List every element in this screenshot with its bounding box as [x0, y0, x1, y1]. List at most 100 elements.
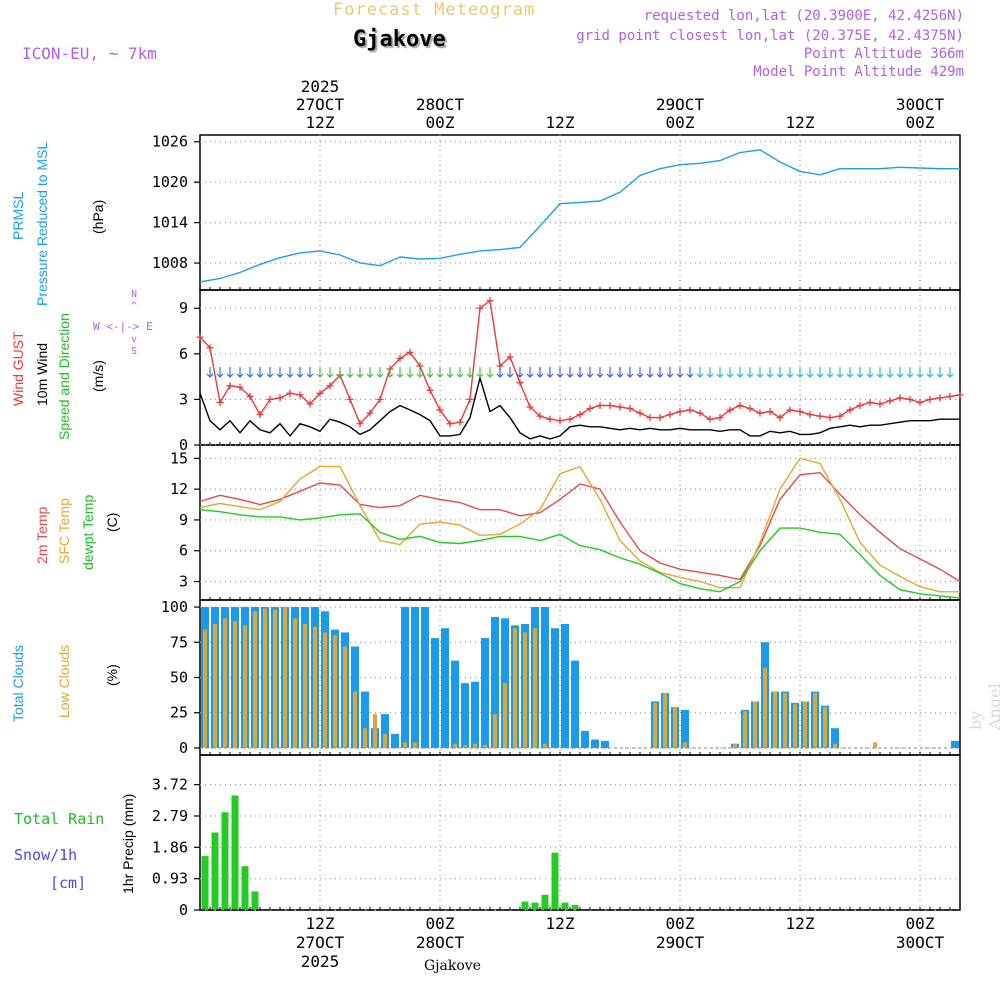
low-cloud-bar [813, 693, 817, 748]
wind-direction-arrow [266, 367, 274, 378]
gust-marker [306, 400, 314, 408]
y-tick-label-clouds: 100 [161, 598, 188, 616]
gust-marker [426, 386, 434, 394]
wind-direction-arrow [586, 367, 594, 378]
wind-direction-arrow [946, 367, 954, 378]
low-cloud-bar [413, 742, 417, 748]
bottom-time-label: 30OCT [896, 933, 945, 952]
wind-direction-arrow [906, 367, 914, 378]
wind-direction-arrow [466, 367, 474, 378]
top-time-label: 30OCT [896, 95, 945, 114]
low-cloud-bar [683, 742, 687, 748]
bottom-time-label: 12Z [546, 914, 575, 933]
total-cloud-bar [571, 660, 579, 748]
low-cloud-bar [463, 745, 467, 748]
low-cloud-bar [363, 728, 367, 748]
low-cloud-bar [233, 621, 237, 748]
wind-speed-line [199, 375, 960, 440]
low-cloud-bar [313, 626, 317, 748]
y-tick-label-precip: 1.86 [152, 838, 188, 856]
wind-direction-arrow [746, 367, 754, 378]
gust-marker [816, 412, 824, 420]
wind-direction-arrow [896, 367, 904, 378]
sfc-temp-line [199, 457, 960, 593]
gust-marker [796, 408, 804, 416]
total-cloud-bar [391, 733, 399, 748]
gust-marker [726, 406, 734, 414]
wind-direction-arrow [676, 367, 684, 378]
wind-direction-arrow [716, 367, 724, 378]
wind-direction-arrow [756, 367, 764, 378]
wind-direction-arrow [766, 367, 774, 378]
gust-marker [236, 383, 244, 391]
bottom-time-label: 28OCT [416, 933, 465, 952]
low-cloud-bar [263, 608, 267, 748]
panel-frame-2 [199, 444, 961, 601]
wind-direction-arrow [846, 367, 854, 378]
low-cloud-bar [473, 743, 477, 748]
gust-marker [636, 409, 644, 417]
wind-direction-arrow [856, 367, 864, 378]
gust-marker [786, 406, 794, 414]
bottom-time-label: 27OCT [296, 933, 345, 952]
panel-frame-0 [199, 134, 961, 291]
gust-marker [846, 406, 854, 414]
rain-bar [211, 832, 219, 910]
wind-direction-arrow [826, 367, 834, 378]
wind-direction-arrow [686, 367, 694, 378]
compass-west-east: W <-|-> E [93, 320, 153, 333]
wind-direction-arrow [536, 367, 544, 378]
wind-direction-arrow [236, 367, 244, 378]
y-tick-label-clouds: 50 [170, 669, 188, 687]
low-cloud-bar [803, 701, 807, 748]
y-tick-label-temp: 12 [170, 480, 188, 498]
low-cloud-bar [523, 632, 527, 748]
low-cloud-bar [793, 704, 797, 748]
low-cloud-bar [273, 609, 277, 748]
wind-direction-arrow [876, 367, 884, 378]
gust-marker [346, 395, 354, 403]
gust-marker [446, 420, 454, 428]
gust-marker [466, 395, 474, 403]
wind-direction-arrow [816, 367, 824, 378]
wind-direction-arrow [526, 367, 534, 378]
requested-coordinates: requested lon,lat (20.3900E, 42.4256N) [643, 8, 964, 24]
wind-direction-arrow [776, 367, 784, 378]
total-cloud-bar [551, 628, 559, 748]
gust-marker [616, 403, 624, 411]
total-cloud-bar [451, 660, 459, 748]
grid-point-coordinates: grid point closest lon,lat (20.375E, 42.… [576, 28, 964, 44]
gust-marker [686, 406, 694, 414]
gust-marker [556, 417, 564, 425]
low-cloud-bar [373, 714, 377, 748]
wind-direction-arrow [806, 367, 814, 378]
gust-marker [206, 344, 214, 352]
y-tick-label-temp: 3 [179, 573, 188, 591]
pressure-line [199, 149, 960, 283]
snow-unit-label: [cm] [50, 874, 87, 892]
gust-marker [626, 405, 634, 413]
wind-direction-arrow [326, 367, 334, 378]
wind-direction-arrow [506, 367, 514, 378]
compass-down-arrow: v [131, 334, 138, 345]
low-cloud-bar [753, 701, 757, 748]
wind-direction-arrow [246, 367, 254, 378]
total-cloud-bar [681, 709, 689, 748]
total-cloud-bar [561, 623, 569, 748]
total-cloud-bar [481, 638, 489, 748]
low-cloud-bar [743, 711, 747, 748]
y-tick-label-pressure: 1014 [152, 214, 188, 232]
wind-direction-arrow [396, 367, 404, 378]
station-title: Gjakove [353, 27, 446, 52]
gust-marker [646, 414, 654, 422]
total-cloud-bar [421, 607, 429, 748]
gust-marker [326, 382, 334, 390]
gust-marker [956, 391, 964, 399]
gust-marker [456, 418, 464, 426]
wind-direction-arrow [646, 367, 654, 378]
gust-marker [896, 394, 904, 402]
y-tick-label-clouds: 75 [170, 633, 188, 651]
panel-frame-4 [199, 754, 961, 911]
wind-direction-arrow [696, 367, 704, 378]
low-cloud-bar [663, 693, 667, 748]
